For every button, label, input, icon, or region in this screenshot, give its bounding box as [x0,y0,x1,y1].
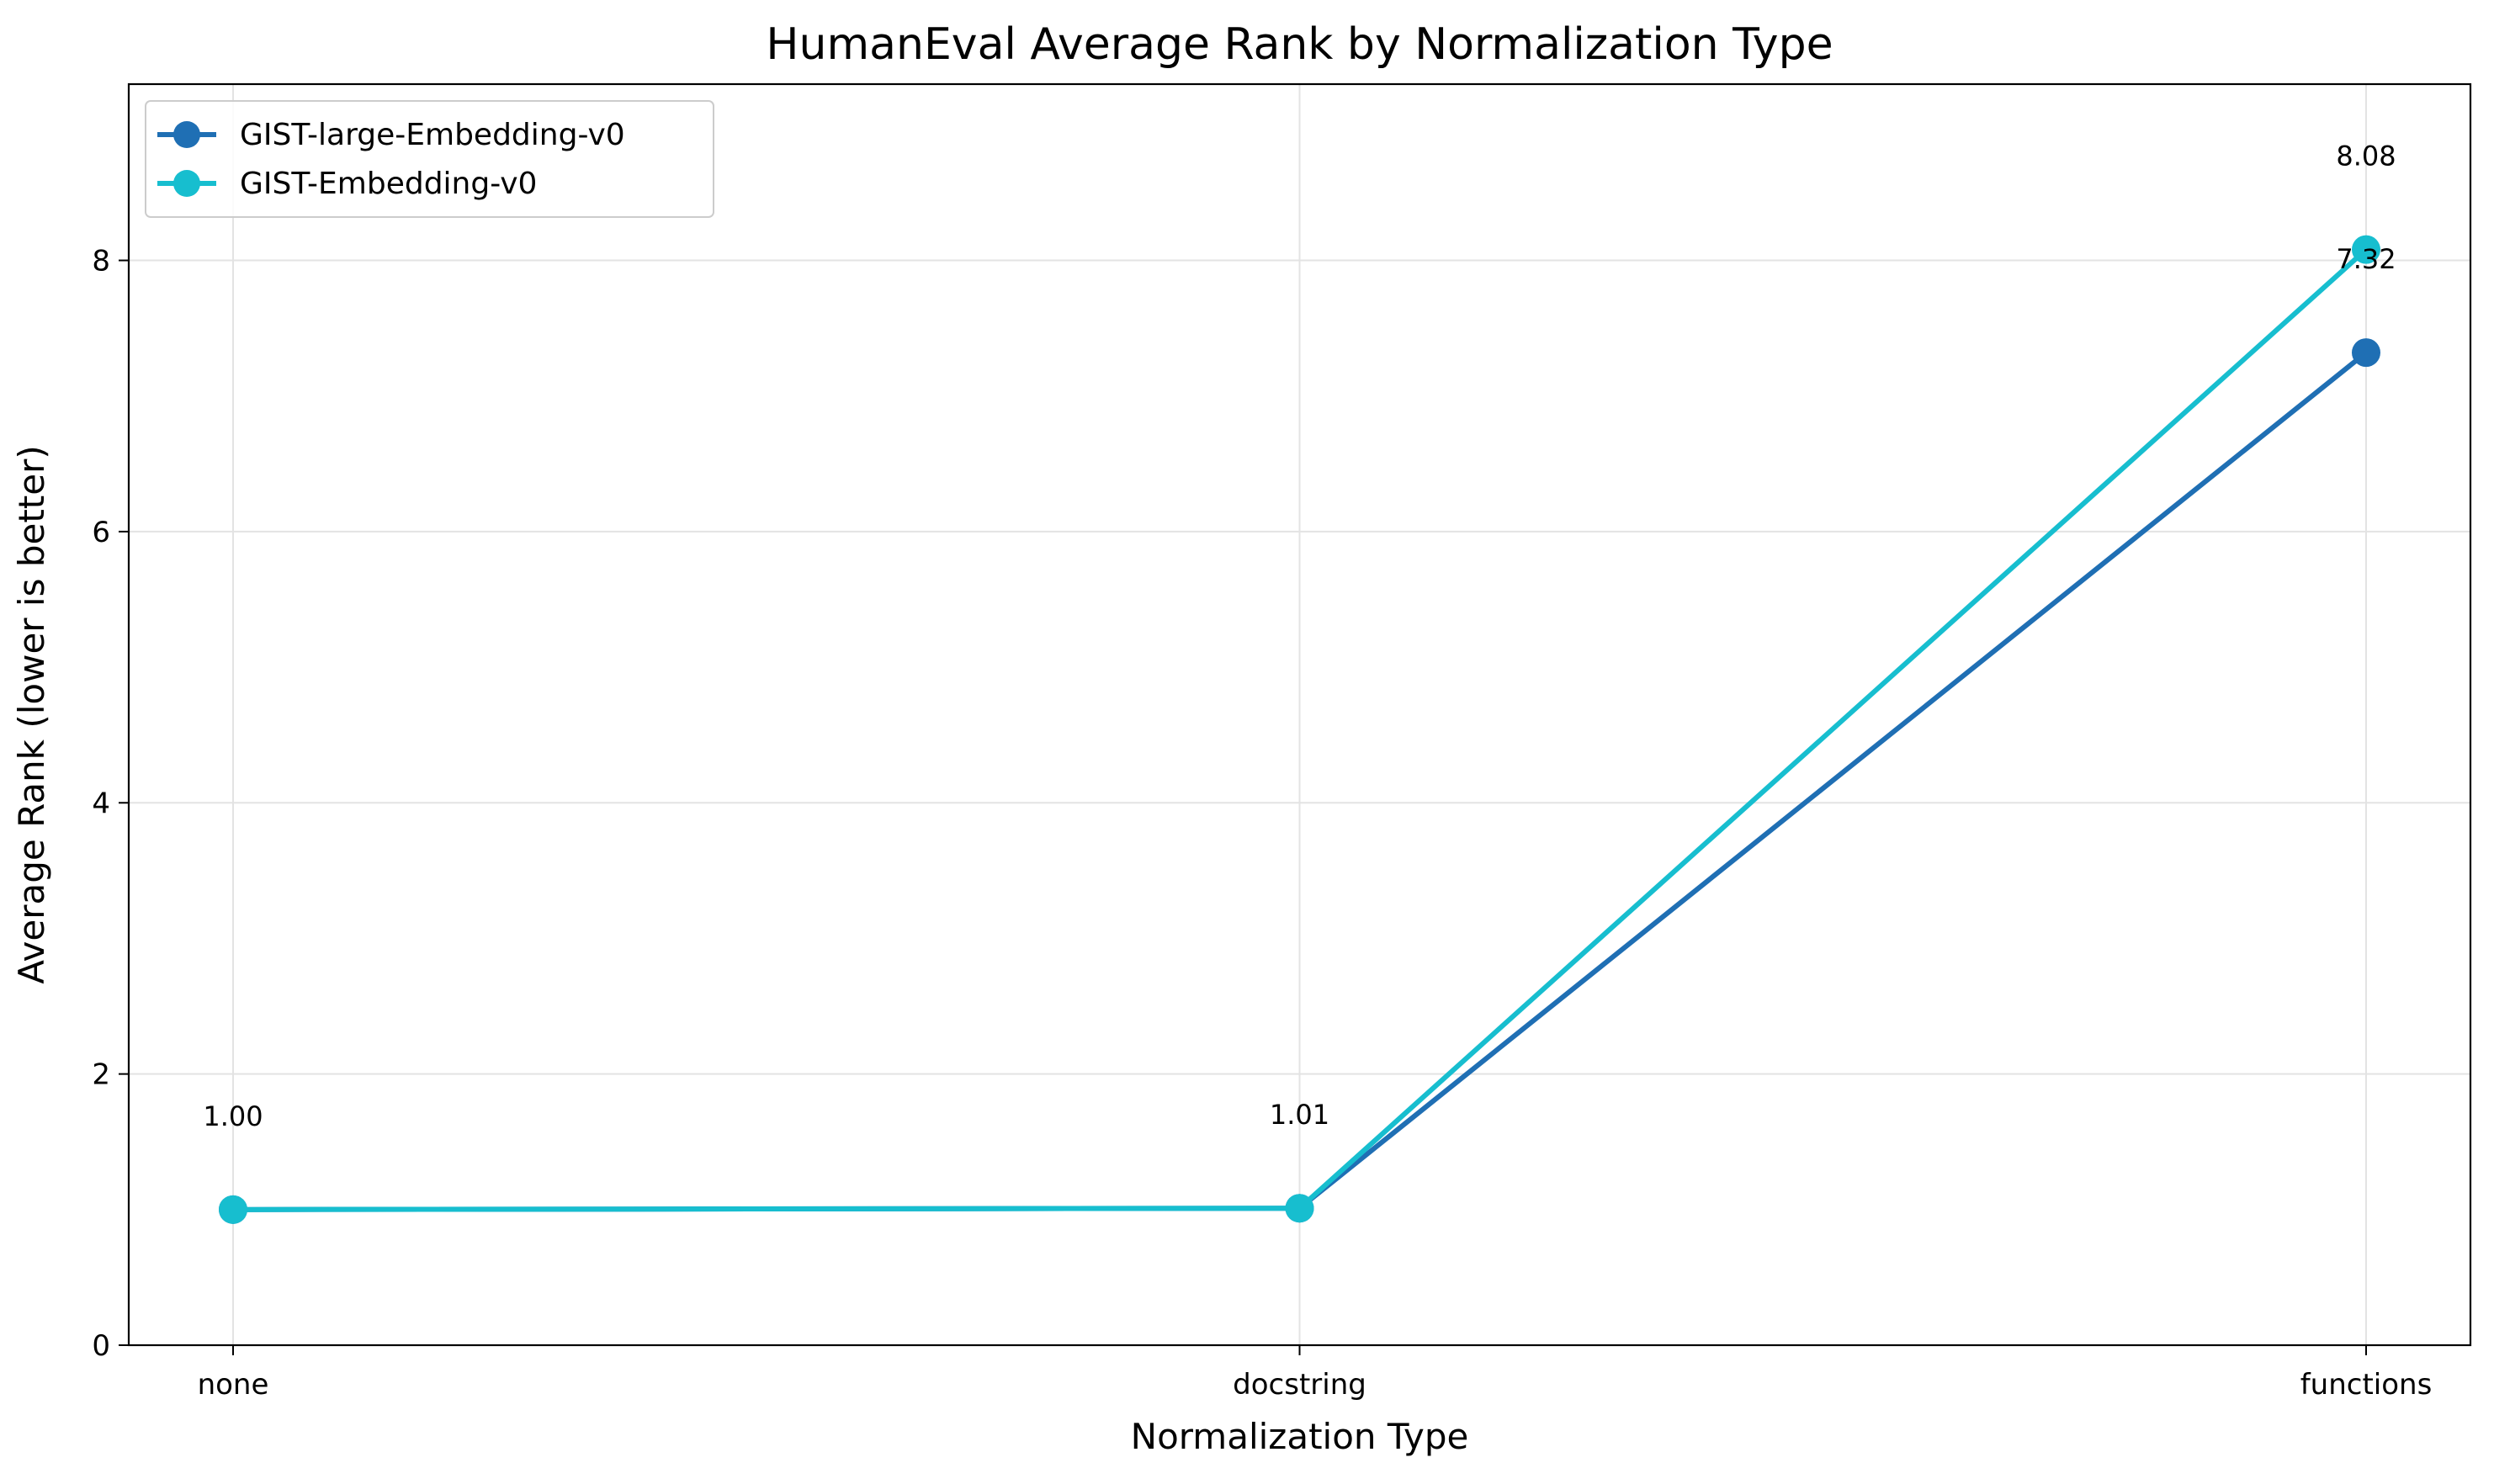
legend-swatch-marker-0 [173,121,200,148]
data-label: 7.32 [2336,243,2396,275]
y-axis-title: Average Rank (lower is better) [11,445,52,984]
y-tick-label: 0 [92,1329,110,1363]
x-tick-label: functions [2300,1368,2433,1402]
series-lines [219,235,2380,1224]
data-point-series-1 [2352,235,2380,264]
axis-ticks: 0 2 4 6 8 none docstring functions [92,245,2432,1402]
x-tick-label: none [198,1368,269,1402]
data-label: 1.00 [203,1100,263,1132]
y-tick-label: 4 [92,787,110,820]
x-axis-title: Normalization Type [1131,1416,1469,1457]
x-tick-label: docstring [1233,1368,1366,1402]
data-label: 8.08 [2336,140,2396,172]
data-point-series-1 [219,1195,247,1224]
legend-swatch-marker-1 [173,170,200,197]
legend-box [145,100,714,218]
data-point-series-0 [2352,338,2380,368]
y-tick-label: 6 [92,516,110,549]
y-tick-label: 8 [92,245,110,278]
data-label: 1.01 [1270,1099,1329,1131]
data-labels: 1.00 1.01 7.32 8.08 [203,140,2396,1132]
legend-entry-label: GIST-Embedding-v0 [240,167,537,201]
y-tick-label: 2 [92,1058,110,1092]
legend: GIST-large-Embedding-v0 GIST-Embedding-v0 [145,100,714,218]
legend-entry-label: GIST-large-Embedding-v0 [240,118,625,152]
chart-title: HumanEval Average Rank by Normalization … [766,19,1833,70]
data-point-series-1 [1285,1194,1314,1223]
